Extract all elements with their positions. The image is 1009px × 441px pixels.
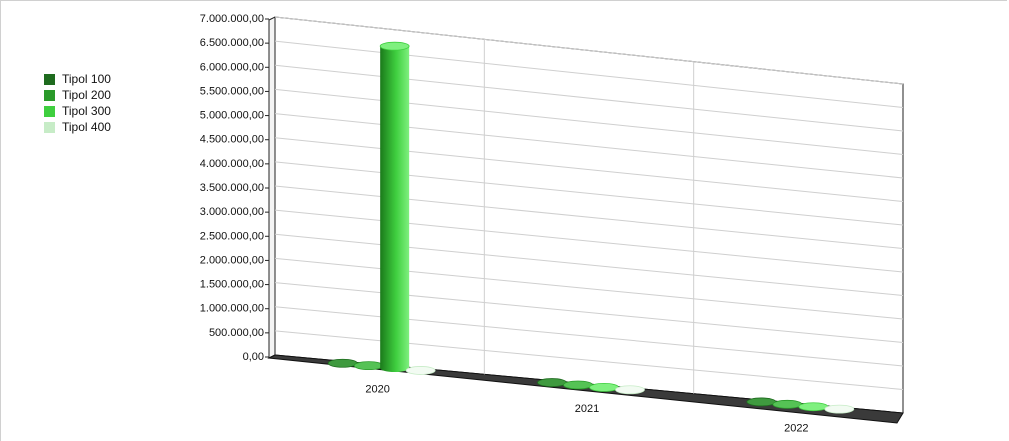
bar-tipol-100-2022 (746, 397, 777, 407)
bar-tipol-100-2020 (327, 358, 358, 368)
y-tick-label: 4.500.000,00 (200, 134, 264, 146)
legend-item-tipol-200: Tipol 200 (44, 87, 111, 103)
gridlines (274, 16, 904, 394)
side-wall (268, 16, 276, 359)
legend-swatch (44, 105, 55, 117)
y-axis-ticks: 0,00 500.000,00 1.000.000,00 1.500.000,00 2.… (200, 13, 269, 363)
legend-item-tipol-100: Tipol 100 (44, 71, 111, 87)
gridline (274, 113, 904, 179)
legend-item-tipol-300: Tipol 300 (44, 103, 111, 119)
legend: Tipol 100 Tipol 200 Tipol 300 Tipol 400 (44, 71, 111, 135)
y-tick-label: 4.000.000,00 (200, 158, 264, 170)
gridline (274, 330, 904, 390)
y-tick-label: 2.000.000,00 (200, 254, 264, 266)
x-tick-label: 2021 (575, 403, 599, 415)
y-tick-label: 6.000.000,00 (200, 61, 264, 73)
gridline (274, 306, 904, 367)
back-wall (274, 16, 904, 414)
bar-tipol-300-2021 (589, 382, 619, 392)
y-tick-label: 5.000.000,00 (200, 110, 264, 122)
legend-swatch (44, 121, 55, 133)
y-tick-label: 1.000.000,00 (200, 303, 264, 315)
gridline (274, 40, 904, 108)
gridline (274, 161, 904, 226)
legend-swatch (44, 73, 55, 85)
legend-label: Tipol 200 (62, 88, 111, 102)
x-tick-label: 2022 (784, 422, 808, 434)
gridline (274, 282, 904, 343)
gridline (274, 16, 904, 85)
gridline (274, 233, 904, 296)
gridline (274, 64, 904, 132)
y-tick-label: 6.500.000,00 (200, 37, 264, 49)
y-tick-label: 3.000.000,00 (200, 206, 264, 218)
gridline (274, 185, 904, 249)
bars (327, 41, 855, 414)
bar-tipol-400-2022 (824, 404, 855, 414)
bar-tipol-200-2021 (563, 380, 593, 390)
y-tick-label: 7.000.000,00 (200, 13, 264, 25)
legend-item-tipol-400: Tipol 400 (44, 119, 111, 135)
y-tick-label: 1.500.000,00 (200, 279, 264, 291)
y-tick-label: 5.500.000,00 (200, 85, 264, 97)
y-tick-label: 3.500.000,00 (200, 182, 264, 194)
y-tick-label: 0,00 (243, 351, 264, 363)
x-axis-ticks: 2020 2021 2022 (365, 384, 808, 435)
legend-label: Tipol 400 (62, 120, 111, 134)
bar-tipol-100-2021 (537, 378, 567, 387)
bar-tipol-200-2022 (772, 399, 803, 409)
legend-label: Tipol 100 (62, 72, 111, 86)
y-tick-label: 500.000,00 (209, 327, 264, 339)
bar-tipol-200-2020 (353, 361, 384, 371)
bar-tipol-400-2021 (615, 385, 645, 395)
bar-tipol-300-2020 (379, 41, 410, 373)
gridline (274, 137, 904, 202)
gridline (274, 257, 904, 320)
y-tick-label: 2.500.000,00 (200, 230, 264, 242)
gridline (274, 88, 904, 155)
legend-label: Tipol 300 (62, 104, 111, 118)
gridline (274, 209, 904, 273)
bar-tipol-400-2020 (405, 366, 436, 375)
bar-tipol-300-2022 (798, 402, 829, 412)
x-tick-label: 2020 (365, 384, 389, 396)
legend-swatch (44, 89, 55, 101)
